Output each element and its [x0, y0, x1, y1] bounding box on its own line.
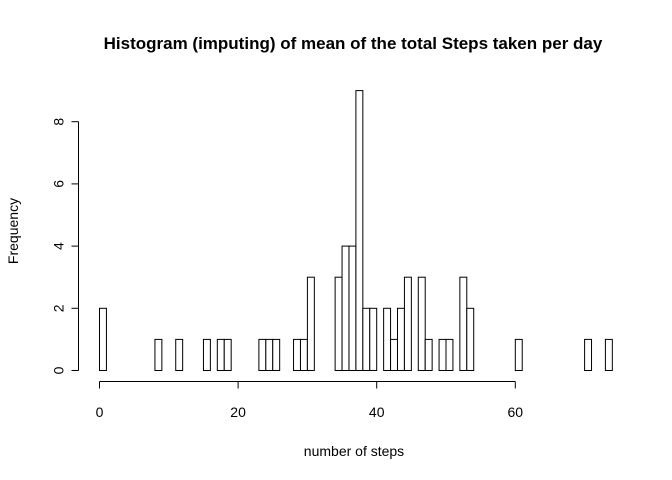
histogram-bar — [362, 307, 371, 371]
x-axis: 0 20 40 60 — [96, 381, 524, 420]
histogram-bar — [355, 90, 364, 371]
histogram-bar — [265, 338, 274, 371]
histogram-bar — [383, 307, 392, 371]
y-axis: 0 2 4 6 8 — [51, 118, 79, 374]
histogram-bar — [403, 276, 412, 372]
y-axis-label: Frequency — [5, 198, 21, 264]
histogram-bar — [216, 338, 225, 371]
histogram-bar — [390, 338, 398, 371]
histogram-bar — [445, 338, 454, 371]
x-axis-label: number of steps — [304, 443, 404, 459]
y-tick-label: 0 — [51, 366, 67, 374]
x-tick-label: 60 — [508, 404, 524, 420]
histogram-bar — [396, 307, 405, 371]
histogram-bar — [348, 245, 357, 372]
histogram-bar — [341, 245, 350, 372]
chart-title: Histogram (imputing) of mean of the tota… — [104, 34, 603, 53]
histogram-bar — [604, 338, 613, 371]
histogram-bar — [272, 338, 281, 371]
histogram-bar — [99, 307, 107, 371]
histogram-bar — [466, 307, 475, 371]
histogram-bar — [417, 276, 426, 372]
histogram-bar — [154, 338, 163, 371]
histogram-bar — [175, 338, 184, 371]
x-tick-label: 40 — [369, 404, 385, 420]
histogram-bar — [369, 307, 378, 371]
bars-group — [99, 90, 613, 372]
histogram-bar — [306, 276, 315, 372]
histogram-bar — [584, 338, 593, 371]
histogram-bar — [514, 338, 523, 371]
histogram-bar — [258, 338, 267, 371]
x-tick-label: 0 — [96, 404, 104, 420]
histogram-bar — [424, 338, 433, 371]
y-tick-label: 4 — [51, 242, 67, 250]
histogram-bar — [223, 338, 232, 371]
histogram-bar — [299, 338, 308, 371]
y-tick-label: 8 — [51, 118, 67, 126]
histogram-bar — [293, 338, 301, 371]
histogram-bar — [438, 338, 447, 371]
histogram-bar — [202, 338, 211, 371]
y-tick-label: 6 — [51, 180, 67, 188]
histogram-bar — [334, 276, 343, 372]
x-tick-label: 20 — [230, 404, 246, 420]
y-tick-label: 2 — [51, 304, 67, 312]
histogram-bar — [459, 276, 468, 372]
